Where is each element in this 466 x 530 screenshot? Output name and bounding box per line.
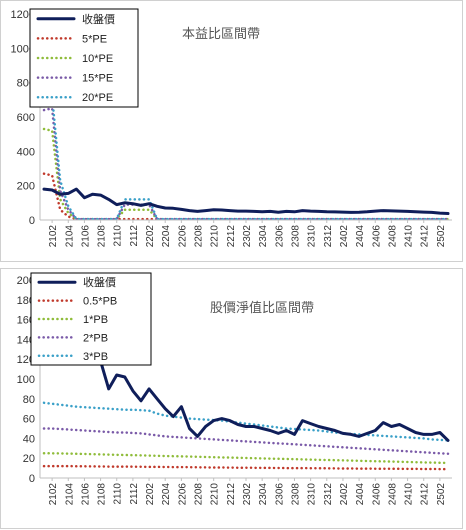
pe-legend-label-4: 20*PE bbox=[82, 92, 113, 104]
pb-y-tick-label: 60 bbox=[23, 414, 35, 426]
pe-y-tick-label: 0 bbox=[29, 215, 35, 227]
pb-band-chart: 股價淨值比區間帶 0 20 40 60 80 100 120 140 160 180 200 210… bbox=[17, 272, 452, 506]
pe-legend-label-1: 5*PE bbox=[82, 33, 107, 45]
pb-legend-label-1: 0.5*PB bbox=[83, 296, 117, 308]
pb-x-tick-label: 2204 bbox=[161, 483, 172, 506]
pb-x-tick-label: 2406 bbox=[371, 483, 382, 506]
pe-series-line-4 bbox=[42, 95, 450, 221]
pb-x-tick-label: 2112 bbox=[129, 483, 140, 505]
pe-x-tick-label: 2410 bbox=[404, 225, 415, 248]
pe-x-tick-label: 2304 bbox=[258, 225, 269, 248]
pe-x-tick-label: 2302 bbox=[242, 225, 253, 248]
pb-series-line-1 bbox=[42, 464, 450, 471]
pb-legend-label-0: 收盤價 bbox=[83, 275, 116, 289]
pb-chart-title: 股價淨值比區間帶 bbox=[210, 300, 314, 315]
pb-x-tick-label: 2402 bbox=[339, 483, 350, 506]
pe-x-tick-label: 2206 bbox=[177, 225, 188, 248]
pe-y-tick-label: 1200 bbox=[11, 9, 35, 21]
pe-x-tick-label: 2412 bbox=[420, 225, 431, 248]
pb-y-tick-label: 100 bbox=[17, 374, 35, 386]
pb-x-tick-label: 2302 bbox=[242, 483, 253, 506]
pb-x-tick-label: 2304 bbox=[258, 483, 269, 506]
pe-x-axis: 2102 2104 2106 2108 2110 2112 2202 2204 2206 2208… bbox=[40, 219, 452, 248]
pb-series-line-4 bbox=[42, 401, 450, 442]
pe-x-tick-label: 2104 bbox=[64, 225, 75, 248]
pe-series-line-0 bbox=[42, 187, 450, 215]
pb-x-tick-label: 2412 bbox=[420, 483, 431, 506]
pb-x-tick-label: 2408 bbox=[387, 483, 398, 506]
pe-legend-label-3: 15*PE bbox=[82, 73, 113, 85]
pb-plot-area bbox=[42, 293, 450, 471]
pe-x-tick-label: 2108 bbox=[97, 225, 108, 248]
pe-legend-label-2: 10*PE bbox=[82, 53, 113, 65]
pb-x-tick-label: 2202 bbox=[145, 483, 156, 506]
pb-legend: 收盤價 0.5*PB 1*PB 2*PB 3*PB bbox=[30, 272, 152, 366]
pe-x-tick-label: 2310 bbox=[307, 225, 318, 248]
pb-legend-label-4: 3*PB bbox=[83, 351, 108, 363]
pb-x-tick-label: 2102 bbox=[48, 483, 59, 506]
pe-series-line-3 bbox=[42, 107, 450, 221]
pe-legend-label-0: 收盤價 bbox=[82, 12, 115, 26]
pb-x-tick-label: 2208 bbox=[194, 483, 205, 506]
pb-x-tick-label: 2502 bbox=[436, 483, 447, 506]
pb-x-axis: 2102 2104 2106 2108 2110 2112 2202 2204 2206 2208… bbox=[40, 477, 452, 506]
pb-y-tick-label: 160 bbox=[17, 315, 35, 327]
pb-x-tick-label: 2104 bbox=[64, 483, 75, 506]
pb-x-tick-label: 2110 bbox=[113, 483, 124, 505]
pe-legend: 收盤價 5*PE 10*PE 15*PE 20*PE bbox=[29, 8, 139, 108]
pb-y-tick-label: 20 bbox=[23, 453, 35, 465]
pe-x-tick-label: 2212 bbox=[226, 225, 237, 248]
pb-y-tick-label: 80 bbox=[23, 394, 35, 406]
pe-x-tick-label: 2112 bbox=[129, 225, 140, 247]
pe-plot-area bbox=[42, 95, 450, 221]
pe-x-tick-label: 2312 bbox=[323, 225, 334, 248]
pe-x-tick-label: 2406 bbox=[371, 225, 382, 248]
pe-x-tick-label: 2102 bbox=[48, 225, 59, 248]
pb-x-tick-label: 2410 bbox=[404, 483, 415, 506]
pb-x-tick-label: 2106 bbox=[80, 483, 91, 506]
pb-series-line-3 bbox=[42, 427, 450, 455]
pe-x-tick-label: 2202 bbox=[145, 225, 156, 248]
pb-legend-box bbox=[30, 272, 152, 366]
pb-x-tick-label: 2108 bbox=[97, 483, 108, 506]
pb-legend-label-3: 2*PB bbox=[83, 332, 108, 344]
pe-x-tick-label: 2110 bbox=[113, 225, 124, 247]
pb-x-tick-label: 2210 bbox=[210, 483, 221, 506]
pb-y-tick-label: 180 bbox=[17, 295, 35, 307]
pb-x-tick-label: 2404 bbox=[355, 483, 366, 506]
pb-x-tick-label: 2306 bbox=[274, 483, 285, 506]
pe-x-tick-label: 2408 bbox=[387, 225, 398, 248]
pe-y-tick-label: 200 bbox=[17, 181, 35, 193]
pe-x-tick-label: 2210 bbox=[210, 225, 221, 248]
pb-series-line-0 bbox=[42, 293, 450, 442]
pb-y-tick-label: 120 bbox=[17, 354, 35, 366]
pb-legend-label-2: 1*PB bbox=[83, 314, 108, 326]
pb-x-tick-label: 2308 bbox=[290, 483, 301, 506]
pb-y-tick-label: 200 bbox=[17, 275, 35, 287]
pe-x-tick-label: 2404 bbox=[355, 225, 366, 248]
pe-x-tick-label: 2502 bbox=[436, 225, 447, 248]
pb-x-tick-label: 2206 bbox=[177, 483, 188, 506]
pe-x-tick-label: 2402 bbox=[339, 225, 350, 248]
pe-x-tick-label: 2106 bbox=[80, 225, 91, 248]
pb-x-tick-label: 2212 bbox=[226, 483, 237, 506]
pb-y-tick-label: 0 bbox=[29, 473, 35, 485]
pe-y-tick-label: 400 bbox=[17, 146, 35, 158]
pb-y-tick-label: 140 bbox=[17, 334, 35, 346]
pe-x-tick-label: 2204 bbox=[161, 225, 172, 248]
pb-x-tick-label: 2310 bbox=[307, 483, 318, 506]
pb-x-tick-label: 2312 bbox=[323, 483, 334, 506]
pe-x-tick-label: 2208 bbox=[194, 225, 205, 248]
pe-x-tick-label: 2308 bbox=[290, 225, 301, 248]
pe-y-tick-label: 1000 bbox=[11, 43, 35, 55]
pb-y-tick-label: 40 bbox=[23, 433, 35, 445]
pe-chart-title: 本益比區間帶 bbox=[182, 26, 260, 41]
pb-series-line-2 bbox=[42, 452, 450, 465]
pe-y-tick-label: 600 bbox=[17, 112, 35, 124]
pe-x-tick-label: 2306 bbox=[274, 225, 285, 248]
